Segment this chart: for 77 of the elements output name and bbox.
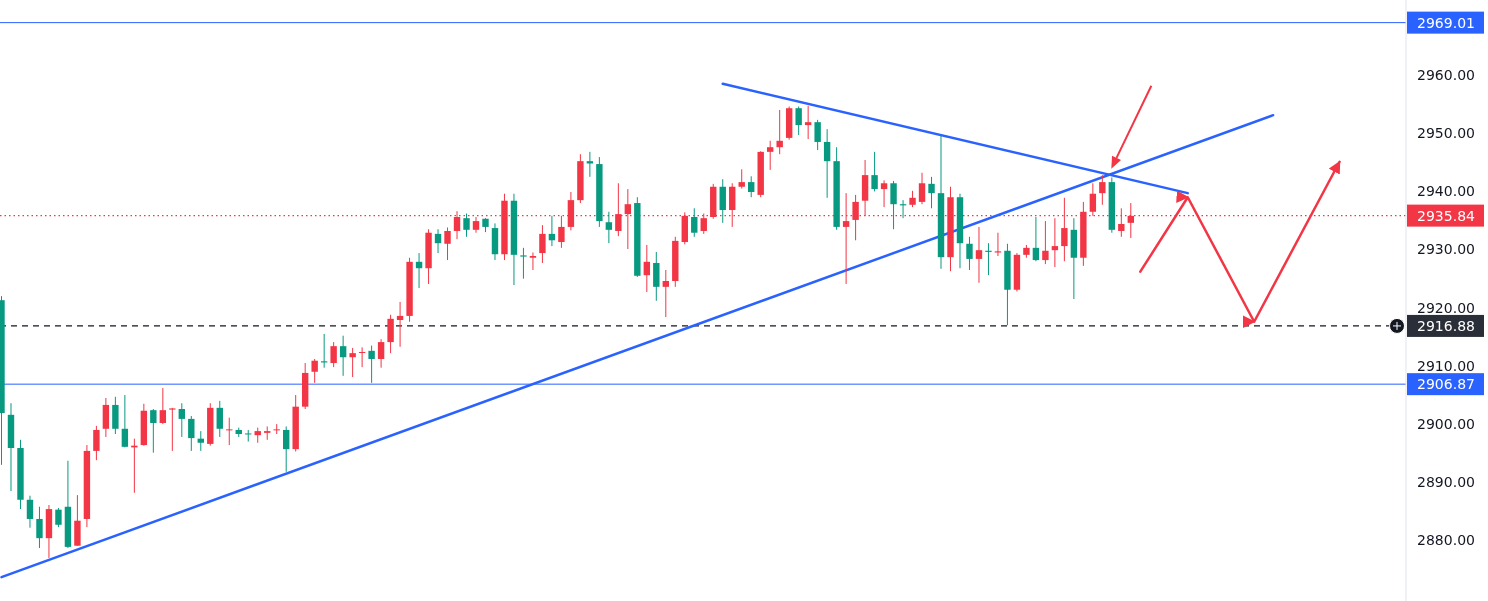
- y-tick-label: 2920.00: [1417, 299, 1475, 316]
- candlestick: [368, 345, 375, 384]
- candlestick: [795, 105, 802, 136]
- ref-line-label: 2916.88: [1417, 317, 1475, 334]
- y-tick-label: 2930.00: [1417, 241, 1475, 258]
- candlestick: [871, 151, 878, 192]
- candlestick: [197, 430, 204, 452]
- y-tick-label: 2890.00: [1417, 474, 1475, 491]
- candlestick: [804, 105, 812, 140]
- candlestick: [245, 429, 252, 443]
- candlestick: [188, 415, 195, 452]
- candlestick: [1051, 217, 1059, 268]
- candlestick: [150, 408, 157, 454]
- candlestick: [112, 396, 119, 435]
- candlestick: [975, 226, 983, 284]
- candlestick: [273, 423, 280, 435]
- candlestick: [966, 236, 973, 271]
- candlestick: [311, 358, 318, 384]
- y-tick-label: 2900.00: [1417, 416, 1475, 433]
- candlestick: [653, 251, 660, 302]
- candlestick: [691, 207, 698, 238]
- candlestick: [1042, 220, 1049, 265]
- candlestick: [387, 314, 394, 354]
- candlestick: [463, 213, 470, 238]
- candlestick: [349, 347, 356, 378]
- candlestick: [1127, 202, 1135, 239]
- y-tick-label: 2950.00: [1417, 125, 1475, 142]
- candlestick: [178, 402, 186, 438]
- candlestick: [121, 394, 129, 448]
- candlestick: [444, 226, 451, 261]
- candlestick: [102, 397, 110, 438]
- candlestick: [358, 346, 366, 368]
- candlestick: [396, 301, 404, 348]
- candlestick: [434, 228, 442, 254]
- candlestick: [558, 215, 565, 249]
- y-tick-label: 2940.00: [1417, 183, 1475, 200]
- candlestick: [330, 341, 337, 368]
- candlestick: [994, 232, 1002, 257]
- candlestick: [766, 140, 774, 171]
- candlestick: [55, 507, 62, 528]
- candlestick: [662, 269, 669, 318]
- candlestick: [539, 224, 546, 264]
- candlestick: [890, 180, 897, 230]
- y-tick-label: 2910.00: [1417, 357, 1475, 374]
- candlestick: [748, 175, 755, 198]
- candlestick: [520, 247, 527, 280]
- candlestick: [985, 242, 992, 276]
- candlestick: [1032, 216, 1040, 262]
- candlestick: [814, 119, 821, 151]
- candlestick: [93, 425, 100, 461]
- candlestick: [26, 495, 34, 529]
- candlestick: [216, 400, 223, 438]
- candlestick: [226, 417, 233, 446]
- candlestick: [1099, 174, 1106, 206]
- candlestick: [377, 338, 385, 369]
- candlestick: [776, 109, 783, 155]
- candlestick: [36, 506, 43, 549]
- candlestick: [529, 252, 537, 271]
- ref-line-label: 2969.01: [1417, 14, 1475, 31]
- y-tick-label: 2880.00: [1417, 532, 1475, 549]
- candlestick: [823, 128, 831, 199]
- y-tick-label: 2960.00: [1417, 66, 1475, 83]
- candlestick: [738, 168, 745, 189]
- candlestick: [264, 425, 271, 441]
- candlestick: [643, 244, 651, 293]
- candlestick: [159, 387, 167, 425]
- candlestick: [918, 172, 926, 205]
- candlestick: [880, 179, 888, 208]
- candlestick: [605, 211, 613, 244]
- candlestick: [283, 425, 290, 473]
- candlestick: [1118, 207, 1125, 238]
- candlestick: [169, 407, 176, 452]
- ref-line-label: 2906.87: [1417, 376, 1475, 393]
- ref-line-label: 2935.84: [1417, 207, 1476, 224]
- candlestick: [719, 178, 726, 224]
- candlestick: [339, 335, 347, 377]
- candlestick: [928, 176, 935, 209]
